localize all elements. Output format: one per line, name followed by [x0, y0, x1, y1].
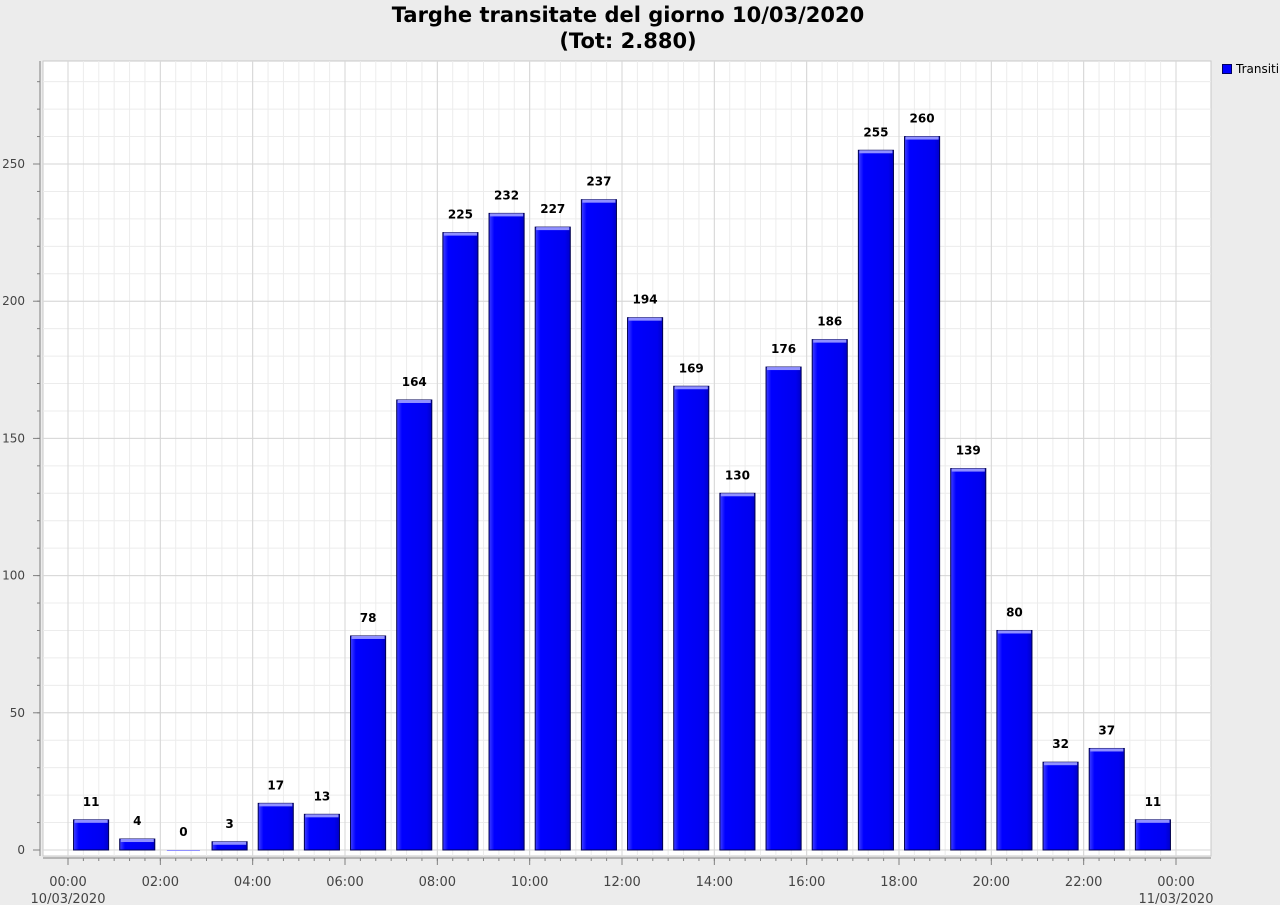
x-tick-label: 04:00	[234, 875, 271, 890]
y-tick-label: 250	[2, 157, 25, 171]
legend: Transiti	[1222, 62, 1279, 76]
plot-area	[42, 60, 1212, 857]
bar-highlight	[674, 386, 708, 390]
bar-highlight	[628, 317, 662, 321]
data-label: 139	[956, 444, 981, 458]
bar-highlight	[120, 839, 154, 843]
bar-highlight	[166, 850, 200, 851]
bar-highlight	[859, 150, 893, 154]
bar	[996, 629, 1033, 851]
bar	[627, 317, 664, 851]
data-label: 225	[448, 208, 473, 222]
bar-highlight	[397, 399, 431, 403]
bar-highlight	[490, 213, 524, 217]
x-tick-sublabel: 10/03/2020	[31, 892, 106, 905]
data-label: 78	[360, 611, 377, 625]
x-tick-sublabel: 11/03/2020	[1139, 892, 1214, 905]
bar	[580, 199, 617, 851]
bar	[73, 819, 110, 851]
bar	[488, 212, 525, 851]
bar	[350, 635, 387, 851]
bar	[257, 802, 294, 851]
data-label: 237	[586, 175, 611, 189]
data-label: 80	[1006, 605, 1023, 619]
bar	[811, 339, 848, 851]
data-label: 3	[225, 817, 233, 831]
data-label: 13	[314, 789, 331, 803]
data-label: 194	[633, 293, 658, 307]
legend-swatch-transiti	[1222, 64, 1232, 74]
bar-highlight	[1090, 748, 1124, 752]
bar-highlight	[1136, 819, 1170, 823]
data-label: 130	[725, 468, 750, 482]
bar-highlight	[997, 630, 1031, 634]
bar-highlight	[536, 227, 570, 231]
bar-highlight	[74, 819, 108, 823]
data-label: 164	[402, 375, 427, 389]
x-tick-label: 20:00	[973, 875, 1010, 890]
data-label: 17	[267, 778, 284, 792]
data-label: 255	[863, 125, 888, 139]
data-label: 169	[679, 361, 704, 375]
x-tick-label: 00:00	[1157, 875, 1194, 890]
data-label: 176	[771, 342, 796, 356]
bar-highlight	[813, 339, 847, 343]
bar	[719, 492, 756, 851]
x-tick-label: 14:00	[696, 875, 733, 890]
data-label: 4	[133, 814, 141, 828]
x-tick-label: 18:00	[880, 875, 917, 890]
data-label: 260	[910, 112, 935, 126]
y-tick-label: 0	[17, 843, 25, 857]
bar	[1088, 747, 1125, 851]
x-tick-label: 08:00	[419, 875, 456, 890]
bar	[673, 385, 710, 851]
bar-highlight	[951, 468, 985, 472]
bar	[442, 232, 479, 851]
x-tick-label: 16:00	[788, 875, 825, 890]
bar	[857, 149, 894, 851]
bar-highlight	[905, 136, 939, 140]
x-tick-label: 22:00	[1065, 875, 1102, 890]
bar-highlight	[305, 814, 339, 818]
bar-highlight	[582, 199, 616, 203]
bar-highlight	[351, 635, 385, 639]
data-label: 32	[1052, 737, 1069, 751]
chart-title-line: Targhe transitate del giorno 10/03/2020	[391, 3, 865, 27]
data-label: 227	[540, 202, 565, 216]
legend-label-transiti: Transiti	[1236, 62, 1280, 76]
x-tick-label: 10:00	[511, 875, 548, 890]
chart-subtitle: (Tot: 2.880)	[559, 29, 697, 53]
chart-title: Targhe transitate del giorno 10/03/2020 …	[0, 2, 1256, 54]
bar	[1042, 761, 1079, 851]
data-label: 0	[179, 825, 187, 839]
bar	[303, 813, 340, 851]
x-tick-label: 06:00	[326, 875, 363, 890]
bar	[950, 468, 987, 851]
y-tick-label: 100	[2, 569, 25, 583]
bar-highlight	[720, 493, 754, 497]
bar-highlight	[213, 841, 247, 845]
bar	[904, 136, 941, 851]
x-tick-label: 02:00	[142, 875, 179, 890]
y-tick-label: 150	[2, 431, 25, 445]
data-label: 232	[494, 188, 519, 202]
data-label: 11	[1145, 795, 1162, 809]
data-label: 11	[83, 795, 100, 809]
bar-highlight	[767, 367, 801, 371]
data-label: 186	[817, 315, 842, 329]
y-tick-label: 200	[2, 294, 25, 308]
bar-highlight	[259, 803, 293, 807]
bar	[765, 366, 802, 851]
bar-highlight	[443, 232, 477, 236]
bar	[396, 399, 433, 851]
bar-highlight	[1044, 762, 1078, 766]
x-tick-label: 12:00	[603, 875, 640, 890]
bar	[534, 226, 571, 851]
bar	[1134, 819, 1171, 851]
y-tick-label: 50	[10, 706, 25, 720]
data-label: 37	[1098, 723, 1115, 737]
x-tick-label: 00:00	[49, 875, 86, 890]
